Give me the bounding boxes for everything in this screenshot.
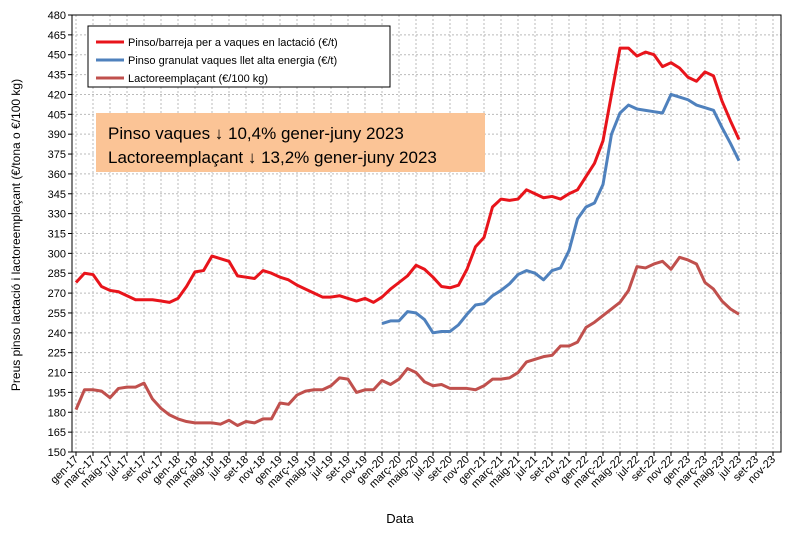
annotation-text: Lactoreemplaçant ↓ 13,2% gener-juny 2023	[108, 148, 437, 167]
y-tick-label: 210	[48, 368, 66, 380]
y-tick-label: 390	[48, 129, 66, 141]
annotation-text: Pinso vaques ↓ 10,4% gener-juny 2023	[108, 124, 404, 143]
y-tick-label: 240	[48, 328, 66, 340]
plot-frame	[71, 14, 782, 453]
series-line	[381, 92, 741, 335]
legend-label: Lactoreemplaçant (€/100 kg)	[128, 73, 268, 85]
y-tick-label: 360	[48, 169, 66, 181]
legend-box	[87, 25, 391, 88]
y-tick-label: 315	[48, 229, 66, 241]
y-tick-label: 300	[48, 248, 66, 260]
legend-label: Pinso/barreja per a vaques en lactació (…	[128, 37, 338, 49]
y-tick-label: 195	[48, 387, 66, 399]
y-tick-label: 375	[48, 149, 66, 161]
y-tick-label: 180	[48, 407, 66, 419]
y-tick-label: 420	[48, 89, 66, 101]
annotation-box	[96, 113, 485, 172]
y-tick-label: 225	[48, 348, 66, 360]
y-tick-label: 450	[48, 50, 66, 62]
y-tick-label: 150	[48, 447, 66, 459]
y-tick-label: 435	[48, 70, 66, 82]
legend-label: Pinso granulat vaques llet alta energia …	[128, 55, 337, 67]
y-tick-label: 345	[48, 189, 66, 201]
y-tick-label: 165	[48, 427, 66, 439]
y-tick-label: 465	[48, 30, 66, 42]
series-line	[74, 255, 740, 428]
y-axis-label: Preus pinso lactació i lactoreemplaçant …	[9, 79, 23, 391]
y-tick-label: 405	[48, 109, 66, 121]
y-tick-label: 480	[48, 10, 66, 22]
series-line	[74, 46, 741, 304]
y-tick-label: 285	[48, 268, 66, 280]
y-tick-label: 330	[48, 209, 66, 221]
y-tick-label: 255	[48, 308, 66, 320]
y-tick-label: 270	[48, 288, 66, 300]
x-axis-label: Data	[386, 511, 414, 526]
